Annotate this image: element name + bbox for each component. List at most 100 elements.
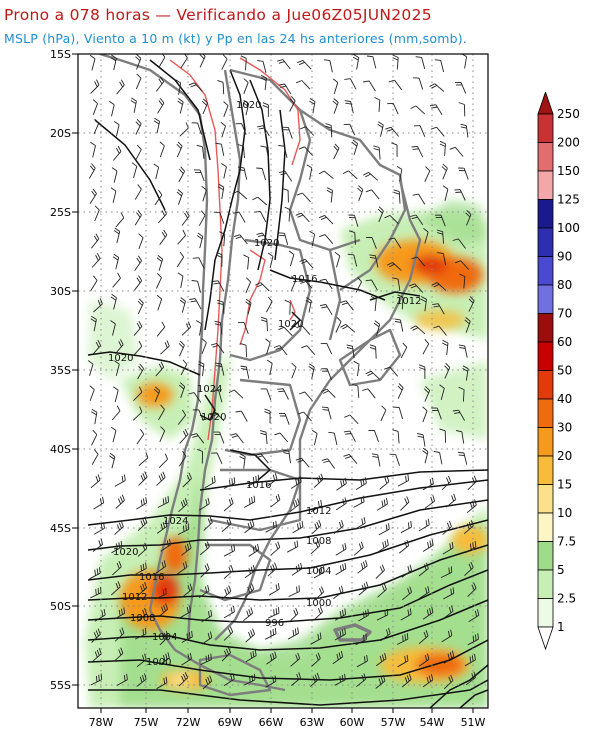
- wind-barb: [325, 123, 333, 138]
- wind-barb: [233, 211, 246, 223]
- isobar-label: 1024: [163, 516, 188, 527]
- wind-barb: [286, 540, 299, 553]
- wind-barb: [177, 523, 190, 536]
- wind-barb: [321, 458, 336, 469]
- wind-barb: [439, 140, 446, 156]
- wind-barb: [371, 453, 381, 467]
- wind-barb: [467, 633, 479, 646]
- wind-barb: [176, 141, 183, 158]
- lat-label: 40S: [50, 443, 71, 456]
- wind-barb: [387, 262, 402, 271]
- latitude-labels: 15S 20S 25S 30S 35S 40S 45S 50S 55S: [50, 48, 71, 692]
- wind-barb: [243, 78, 249, 94]
- wind-barb: [265, 675, 277, 688]
- wind-barb: [334, 251, 341, 268]
- wind-barb: [454, 260, 470, 270]
- wind-barb: [159, 652, 170, 666]
- wind-barb: [134, 627, 147, 640]
- wind-barb: [299, 126, 315, 136]
- wind-barb: [200, 653, 212, 666]
- wind-barb: [387, 102, 399, 115]
- wind-barb: [135, 118, 142, 135]
- wind-barb: [334, 673, 346, 686]
- wind-barb: [181, 652, 192, 666]
- colorbar-swatch: [537, 341, 554, 371]
- wind-barb: [188, 82, 203, 92]
- wind-barb: [411, 145, 424, 158]
- wind-barb: [93, 522, 105, 535]
- lat-label: 15S: [50, 48, 71, 61]
- wind-barb: [288, 585, 300, 598]
- graticule: [78, 54, 488, 708]
- wind-barb: [465, 540, 477, 554]
- wind-barb: [282, 126, 293, 139]
- wind-barb: [392, 277, 401, 291]
- wind-barb: [313, 473, 324, 488]
- wind-barb: [442, 185, 449, 201]
- colorbar-swatch: [537, 170, 554, 200]
- wind-barb: [135, 144, 142, 161]
- isobar-label: 996: [265, 618, 284, 629]
- wind-barb: [463, 520, 474, 535]
- colorbar-swatch: [537, 313, 554, 343]
- wind-barb: [431, 407, 442, 420]
- wind-barb: [347, 253, 358, 267]
- wind-barb: [295, 212, 310, 223]
- wind-barb: [278, 326, 293, 337]
- wind-barb: [319, 304, 333, 316]
- isobar-label: 1000: [306, 598, 331, 609]
- wind-barb: [328, 431, 338, 445]
- wind-barb: [388, 79, 403, 91]
- colorbar-label: 15: [557, 478, 572, 492]
- wind-barb: [94, 205, 100, 222]
- wind-barb: [260, 430, 268, 445]
- wind-barb: [256, 232, 270, 244]
- wind-barb: [442, 520, 452, 535]
- wind-barb: [344, 414, 359, 425]
- wind-barb: [412, 193, 426, 205]
- colorbar-label: 150: [557, 164, 580, 178]
- wind-barb: [179, 122, 189, 137]
- wind-barb: [375, 675, 386, 689]
- wind-barb: [257, 125, 270, 137]
- wind-barb: [252, 196, 268, 206]
- lat-label: 25S: [50, 206, 71, 219]
- wind-barb: [456, 430, 465, 444]
- wind-barb: [422, 539, 434, 552]
- wind-barb: [348, 230, 356, 245]
- wind-barb: [89, 567, 101, 580]
- wind-barb: [313, 566, 325, 579]
- wind-barb: [277, 59, 291, 70]
- wind-barb: [153, 386, 161, 403]
- wind-barb: [240, 342, 248, 358]
- wind-barb: [112, 145, 122, 161]
- wind-barb: [363, 172, 378, 181]
- wind-barb: [265, 338, 271, 355]
- wind-barb: [134, 184, 142, 200]
- wind-barb: [156, 255, 164, 271]
- wind-barb: [467, 582, 477, 598]
- wind-barb: [201, 185, 207, 202]
- wind-barb: [114, 627, 125, 642]
- wind-barb: [221, 518, 232, 532]
- wind-barb: [335, 497, 347, 511]
- wind-barb: [284, 299, 291, 315]
- wind-barb: [133, 340, 143, 356]
- wind-barb: [393, 406, 404, 420]
- wind-barb: [90, 315, 97, 332]
- wind-barb: [110, 187, 117, 203]
- wind-barb: [175, 79, 182, 95]
- map-title: Prono a 078 horas — Verificando a Jue06Z…: [4, 6, 432, 24]
- wind-barb: [297, 411, 312, 422]
- wind-barb: [380, 405, 387, 422]
- wind-barb: [434, 214, 446, 227]
- wind-barb: [130, 97, 137, 113]
- wind-barb: [182, 472, 192, 488]
- wind-barb: [432, 303, 445, 315]
- wind-barb: [357, 560, 368, 574]
- wind-barb: [299, 258, 314, 269]
- wind-barb: [217, 79, 225, 95]
- colorbar-top-arrow: [537, 92, 554, 115]
- wind-barb: [365, 279, 378, 291]
- wind-barb: [333, 520, 344, 534]
